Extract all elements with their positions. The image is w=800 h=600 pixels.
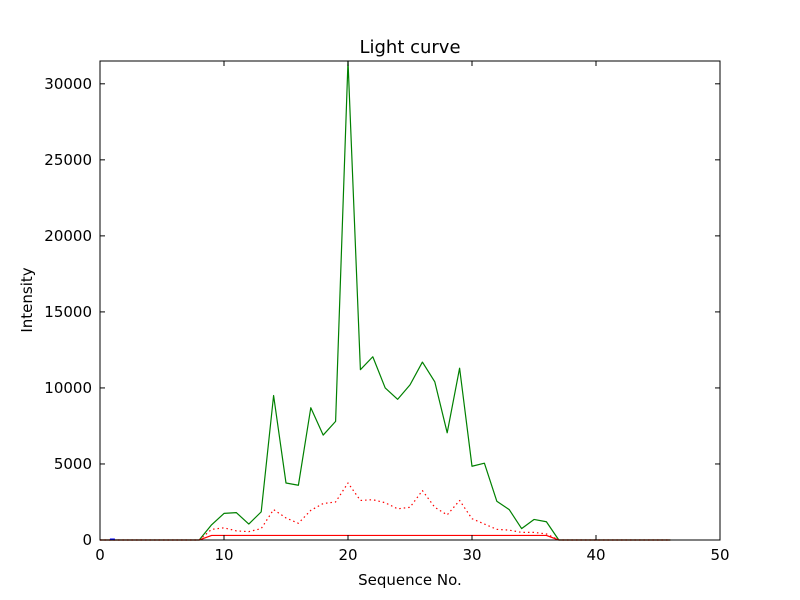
y-tick-label: 15000 [44, 303, 92, 321]
chart-title: Light curve [359, 37, 460, 58]
x-tick-label: 10 [214, 546, 233, 564]
x-tick-label: 50 [710, 546, 729, 564]
tick-layer: 0 10 20 30 40 50 0 5000 10000 15000 20000 25000 3000… [44, 61, 730, 564]
y-axis-label: Intensity [18, 267, 36, 332]
y-tick-label: 20000 [44, 227, 92, 245]
x-tick-label: 0 [95, 546, 105, 564]
x-tick-label: 30 [462, 546, 481, 564]
plot-frame [99, 60, 721, 541]
x-tick-label: 20 [338, 546, 357, 564]
y-tick-label: 30000 [44, 75, 92, 93]
y-tick-label: 25000 [44, 151, 92, 169]
y-tick-label: 10000 [44, 379, 92, 397]
y-tick-label: 5000 [54, 455, 92, 473]
x-tick-label: 40 [586, 546, 605, 564]
y-tick-label: 0 [82, 531, 92, 549]
x-axis-label: Sequence No. [358, 571, 462, 589]
